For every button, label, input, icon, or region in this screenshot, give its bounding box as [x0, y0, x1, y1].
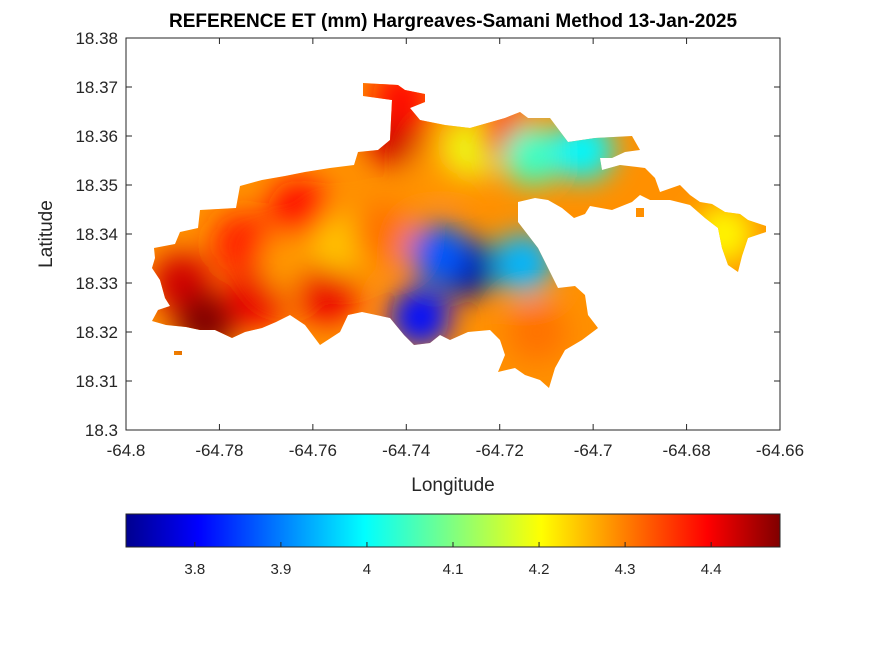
x-tick-label: -64.72 — [476, 441, 524, 460]
x-axis: -64.8 -64.78 -64.76 -64.74 -64.72 -64.7 -64.68… — [107, 38, 804, 460]
x-tick-label: -64.68 — [662, 441, 710, 460]
heatmap-region — [296, 262, 357, 323]
y-tick-label: 18.31 — [75, 372, 118, 391]
heatmap-region — [507, 302, 568, 362]
y-axis: 18.3 18.31 18.32 18.33 18.34 18.35 18.36 18.37 1… — [75, 29, 780, 440]
y-tick-label: 18.3 — [85, 421, 118, 440]
chart-title: REFERENCE ET (mm) Hargreaves-Samani Meth… — [169, 11, 737, 32]
heatmap-region — [408, 223, 469, 284]
x-tick-label: -64.66 — [756, 441, 804, 460]
heatmap-region — [212, 213, 273, 274]
y-tick-label: 18.35 — [75, 176, 118, 195]
colorbar-tick-label: 4.3 — [615, 561, 636, 578]
heatmap-region — [352, 204, 413, 264]
x-tick-label: -64.74 — [382, 441, 430, 460]
colorbar-gradient — [125, 513, 781, 548]
y-tick-label: 18.32 — [75, 323, 118, 342]
x-tick-label: -64.7 — [574, 441, 613, 460]
colorbar-tick-label: 4.2 — [529, 561, 550, 578]
colorbar-tick-label: 3.9 — [270, 561, 291, 578]
colorbar-tick-label: 4.4 — [701, 561, 722, 578]
y-tick-label: 18.37 — [75, 78, 118, 97]
colorbar-ticks: 3.8 3.9 4 4.1 4.2 4.3 4.4 — [184, 542, 722, 578]
y-axis-title: Latitude — [36, 200, 57, 268]
y-tick-label: 18.34 — [75, 225, 118, 244]
heatmap-region — [493, 233, 554, 294]
y-tick-label: 18.36 — [75, 127, 118, 146]
colorbar-tick-label: 3.8 — [184, 561, 205, 578]
y-tick-label: 18.38 — [75, 29, 118, 48]
colorbar-tick-label: 4 — [363, 561, 371, 578]
colorbar: 3.8 3.9 4 4.1 4.2 4.3 4.4 — [125, 513, 781, 578]
heatmap-region — [502, 125, 563, 186]
x-tick-label: -64.8 — [107, 441, 146, 460]
y-tick-label: 18.33 — [75, 274, 118, 293]
heatmap-region — [268, 179, 329, 240]
colorbar-tick-label: 4.1 — [443, 561, 464, 578]
x-axis-title: Longitude — [411, 475, 494, 496]
x-tick-label: -64.76 — [289, 441, 337, 460]
heatmap-region — [390, 287, 451, 348]
x-tick-label: -64.78 — [195, 441, 243, 460]
